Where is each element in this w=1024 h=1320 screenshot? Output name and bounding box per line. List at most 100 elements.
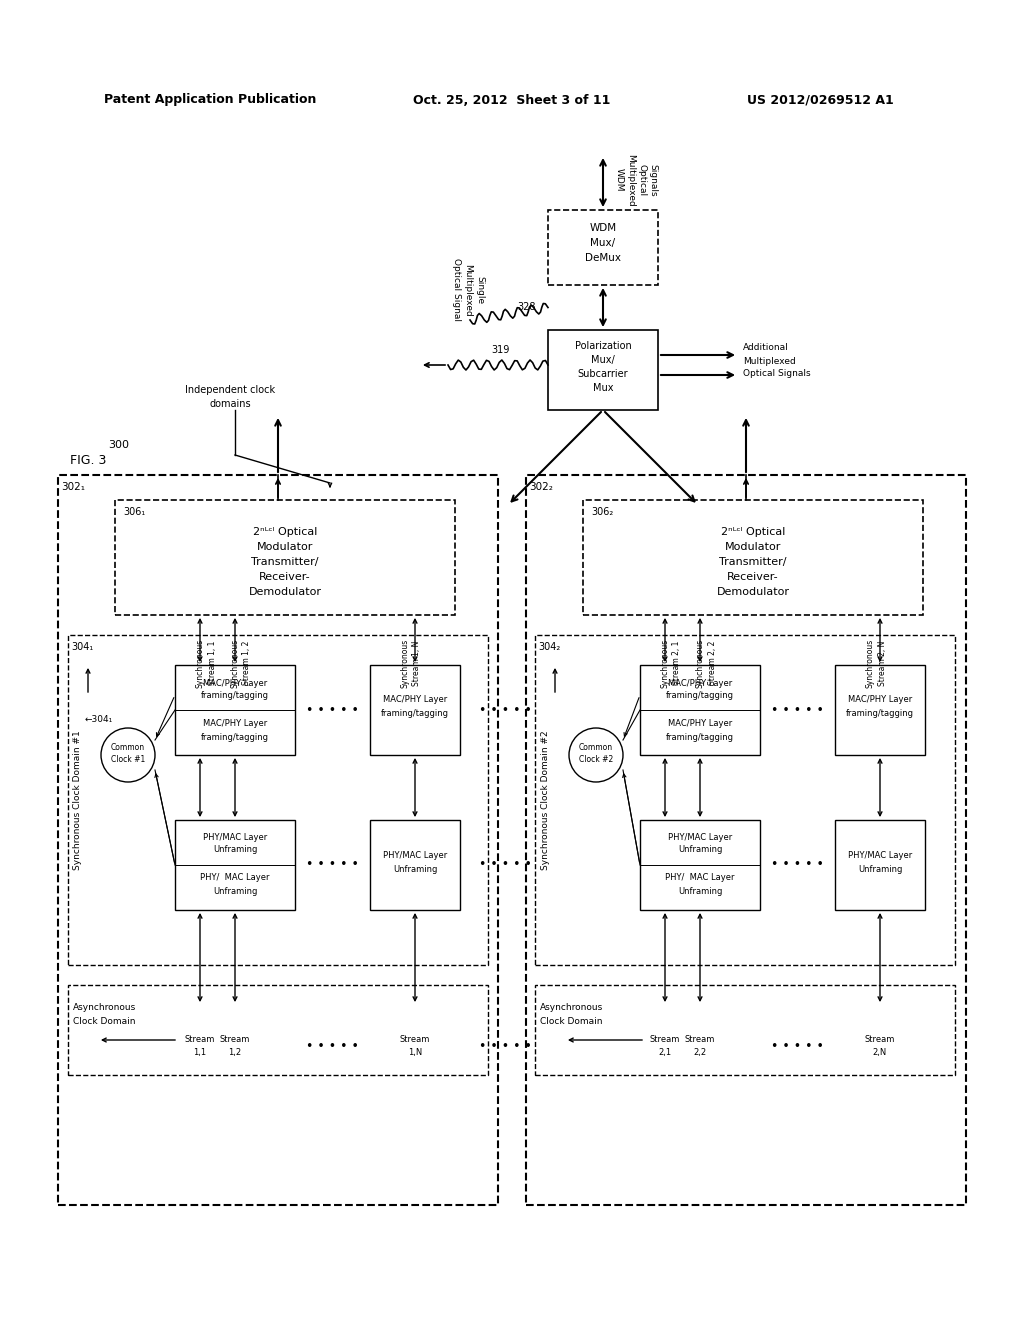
Text: Subcarrier: Subcarrier bbox=[578, 370, 629, 379]
Text: 1,N: 1,N bbox=[408, 1048, 422, 1057]
Text: 1,2: 1,2 bbox=[228, 1048, 242, 1057]
Text: Clock Domain: Clock Domain bbox=[73, 1018, 135, 1027]
Text: • • • • •: • • • • • bbox=[771, 1040, 824, 1053]
Text: Optical Signals: Optical Signals bbox=[743, 370, 811, 379]
Text: • • • • •: • • • • • bbox=[306, 858, 359, 871]
Text: framing/tagging: framing/tagging bbox=[846, 710, 914, 718]
Text: PHY/MAC Layer: PHY/MAC Layer bbox=[383, 850, 447, 859]
Text: Stream: Stream bbox=[220, 1035, 250, 1044]
Text: PHY/MAC Layer: PHY/MAC Layer bbox=[203, 833, 267, 842]
Bar bbox=[535, 985, 955, 1074]
Text: • • • • •: • • • • • bbox=[306, 704, 359, 717]
Text: FIG. 3: FIG. 3 bbox=[70, 454, 106, 466]
Text: Stream 1, 1: Stream 1, 1 bbox=[208, 640, 216, 685]
Text: Independent clock: Independent clock bbox=[185, 385, 275, 395]
Text: 306₂: 306₂ bbox=[591, 507, 613, 517]
Text: Unframing: Unframing bbox=[213, 846, 257, 854]
Text: Unframing: Unframing bbox=[678, 846, 722, 854]
Text: MAC/PHY Layer: MAC/PHY Layer bbox=[668, 678, 732, 688]
Text: MAC/PHY Layer: MAC/PHY Layer bbox=[203, 678, 267, 688]
Text: Synchronous: Synchronous bbox=[230, 639, 240, 688]
Text: Transmitter/: Transmitter/ bbox=[719, 557, 786, 568]
Text: framing/tagging: framing/tagging bbox=[666, 690, 734, 700]
Text: Modulator: Modulator bbox=[257, 543, 313, 552]
Bar bbox=[548, 330, 658, 411]
Text: PHY/MAC Layer: PHY/MAC Layer bbox=[848, 850, 912, 859]
Text: Optical: Optical bbox=[637, 164, 646, 197]
Text: Stream: Stream bbox=[650, 1035, 680, 1044]
Text: Demodulator: Demodulator bbox=[249, 587, 322, 597]
Bar bbox=[526, 475, 966, 1205]
Text: DeMux: DeMux bbox=[585, 253, 621, 263]
Text: 302₁: 302₁ bbox=[61, 482, 85, 492]
Bar bbox=[68, 635, 488, 965]
Bar bbox=[548, 210, 658, 285]
Text: PHY/  MAC Layer: PHY/ MAC Layer bbox=[201, 874, 269, 883]
Text: MAC/PHY Layer: MAC/PHY Layer bbox=[668, 718, 732, 727]
Text: 304₂: 304₂ bbox=[538, 642, 560, 652]
Text: Clock #1: Clock #1 bbox=[111, 755, 145, 764]
Text: WDM: WDM bbox=[615, 168, 624, 191]
Text: Mux: Mux bbox=[593, 383, 613, 393]
Text: 1,1: 1,1 bbox=[194, 1048, 207, 1057]
Text: Stream 1, N: Stream 1, N bbox=[413, 640, 422, 685]
Text: • • • • •: • • • • • bbox=[478, 858, 531, 871]
Text: Stream 1, 2: Stream 1, 2 bbox=[243, 640, 252, 685]
Text: ←304₁: ←304₁ bbox=[85, 715, 113, 725]
Text: Stream: Stream bbox=[865, 1035, 895, 1044]
Text: Receiver-: Receiver- bbox=[727, 572, 779, 582]
Bar bbox=[640, 665, 760, 755]
Text: • • • • •: • • • • • bbox=[306, 1040, 359, 1053]
Text: Unframing: Unframing bbox=[393, 865, 437, 874]
Bar bbox=[583, 500, 923, 615]
Text: Optical Signal: Optical Signal bbox=[452, 259, 461, 322]
Text: Multiplexed: Multiplexed bbox=[464, 264, 472, 317]
Text: PHY/  MAC Layer: PHY/ MAC Layer bbox=[666, 874, 735, 883]
Text: Patent Application Publication: Patent Application Publication bbox=[103, 94, 316, 107]
Text: Synchronous Clock Domain #1: Synchronous Clock Domain #1 bbox=[74, 730, 83, 870]
Text: Common: Common bbox=[111, 743, 145, 752]
Text: Synchronous Clock Domain #2: Synchronous Clock Domain #2 bbox=[541, 730, 550, 870]
Text: Multiplexed: Multiplexed bbox=[743, 356, 796, 366]
Text: MAC/PHY Layer: MAC/PHY Layer bbox=[383, 696, 447, 705]
Text: Stream: Stream bbox=[184, 1035, 215, 1044]
Text: Stream: Stream bbox=[685, 1035, 715, 1044]
Text: 328: 328 bbox=[517, 302, 536, 313]
Bar bbox=[115, 500, 455, 615]
Text: 2,N: 2,N bbox=[872, 1048, 887, 1057]
Bar bbox=[835, 820, 925, 909]
Text: Clock Domain: Clock Domain bbox=[540, 1018, 602, 1027]
Text: Oct. 25, 2012  Sheet 3 of 11: Oct. 25, 2012 Sheet 3 of 11 bbox=[414, 94, 610, 107]
Text: Unframing: Unframing bbox=[858, 865, 902, 874]
Text: Demodulator: Demodulator bbox=[717, 587, 790, 597]
Text: framing/tagging: framing/tagging bbox=[201, 733, 269, 742]
Text: Unframing: Unframing bbox=[213, 887, 257, 896]
Bar bbox=[175, 665, 295, 755]
Bar bbox=[370, 820, 460, 909]
Text: 2,1: 2,1 bbox=[658, 1048, 672, 1057]
Bar bbox=[68, 985, 488, 1074]
Text: 300: 300 bbox=[108, 440, 129, 450]
Text: 2,2: 2,2 bbox=[693, 1048, 707, 1057]
Bar bbox=[640, 820, 760, 909]
Text: 304₁: 304₁ bbox=[71, 642, 93, 652]
Text: Common: Common bbox=[579, 743, 613, 752]
Text: Stream: Stream bbox=[399, 1035, 430, 1044]
Text: PHY/MAC Layer: PHY/MAC Layer bbox=[668, 833, 732, 842]
Text: Synchronous: Synchronous bbox=[660, 639, 670, 688]
Text: Transmitter/: Transmitter/ bbox=[251, 557, 318, 568]
Text: 306₁: 306₁ bbox=[123, 507, 145, 517]
Text: • • • • •: • • • • • bbox=[771, 704, 824, 717]
Text: WDM: WDM bbox=[590, 223, 616, 234]
Text: Modulator: Modulator bbox=[725, 543, 781, 552]
Text: 2ⁿᴸᶜˡ Optical: 2ⁿᴸᶜˡ Optical bbox=[721, 527, 785, 537]
Text: • • • • •: • • • • • bbox=[478, 1040, 531, 1053]
Bar bbox=[370, 665, 460, 755]
Text: 302₂: 302₂ bbox=[529, 482, 553, 492]
Bar bbox=[175, 820, 295, 909]
Text: Unframing: Unframing bbox=[678, 887, 722, 896]
Text: Mux/: Mux/ bbox=[591, 355, 614, 366]
Text: Additional: Additional bbox=[743, 343, 788, 352]
Bar bbox=[835, 665, 925, 755]
Bar bbox=[535, 635, 955, 965]
